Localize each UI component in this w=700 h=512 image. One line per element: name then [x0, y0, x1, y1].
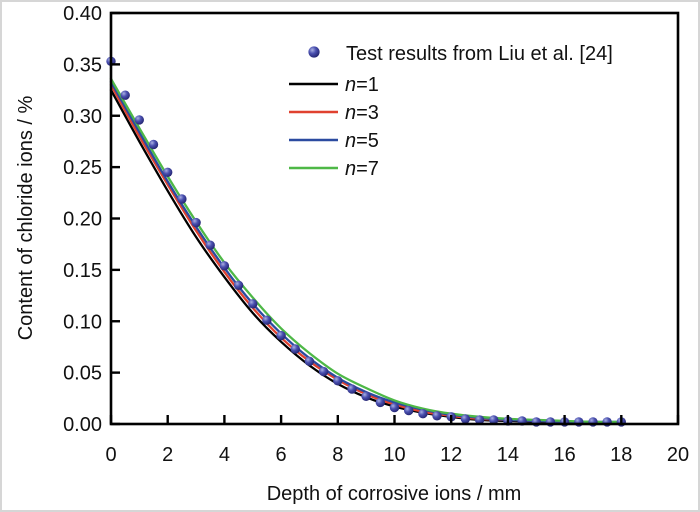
x-tick-label: 0	[105, 444, 116, 466]
test-point	[163, 167, 173, 177]
x-tick-label: 10	[383, 444, 405, 466]
y-tick-label: 0.15	[63, 260, 102, 282]
x-tick-label: 2	[162, 444, 173, 466]
y-tick-label: 0.25	[63, 157, 102, 179]
test-point	[134, 115, 144, 125]
legend-label-n-3: n=3	[345, 102, 379, 124]
test-point	[276, 330, 286, 341]
y-axis-title: Content of chloride ions / %	[15, 96, 37, 341]
legend-label-test-results: Test results from Liu et al. [24]	[346, 43, 613, 65]
test-point	[333, 376, 343, 386]
legend-label-n-1: n=1	[345, 74, 379, 96]
x-tick-label: 12	[440, 444, 462, 466]
test-point	[120, 90, 130, 100]
x-tick-label: 4	[219, 444, 230, 466]
y-tick-label: 0.30	[63, 106, 102, 128]
test-point	[318, 366, 329, 377]
legend-label-n-5: n=5	[345, 130, 379, 152]
test-point	[489, 415, 499, 425]
test-point	[361, 391, 371, 401]
test-point	[432, 411, 442, 421]
y-tick-label: 0.35	[63, 54, 102, 76]
test-point	[304, 356, 315, 366]
legend-marker-test-results	[308, 46, 320, 58]
test-point	[233, 280, 244, 290]
x-tick-label: 14	[497, 444, 519, 466]
y-tick-label: 0.05	[63, 363, 102, 385]
x-axis-title: Depth of corrosive ions / mm	[267, 483, 522, 505]
legend: Test results from Liu et al. [24] n=1 n=3 n…	[289, 43, 613, 180]
test-point	[460, 414, 471, 424]
axis-ticks-group	[109, 11, 680, 426]
test-point	[177, 194, 187, 204]
test-point	[219, 261, 230, 271]
test-point	[248, 299, 258, 309]
test-point	[347, 384, 357, 394]
test-point	[375, 397, 385, 408]
y-tick-label: 0.10	[63, 311, 102, 333]
test-point	[290, 344, 300, 354]
y-tick-label: 0.20	[63, 209, 102, 231]
tick-labels-group: 0 2 4 6 8 10 12 14 16 18 20 0.00 0.05 0.10 0.15 0.20 0.2…	[63, 3, 689, 466]
legend-label-n-7: n=7	[345, 158, 379, 180]
x-tick-label: 6	[276, 444, 287, 466]
test-point	[404, 405, 414, 416]
test-point	[418, 409, 428, 419]
test-point	[389, 402, 400, 413]
y-tick-label: 0.40	[63, 3, 102, 25]
test-point	[191, 217, 201, 228]
x-tick-label: 8	[332, 444, 343, 466]
test-point	[148, 139, 159, 150]
y-tick-label: 0.00	[63, 414, 102, 436]
x-tick-label: 16	[553, 444, 575, 466]
x-tick-label: 20	[667, 444, 689, 466]
test-point	[474, 415, 485, 425]
x-tick-label: 18	[610, 444, 632, 466]
test-point	[205, 240, 215, 250]
test-point	[262, 315, 272, 325]
